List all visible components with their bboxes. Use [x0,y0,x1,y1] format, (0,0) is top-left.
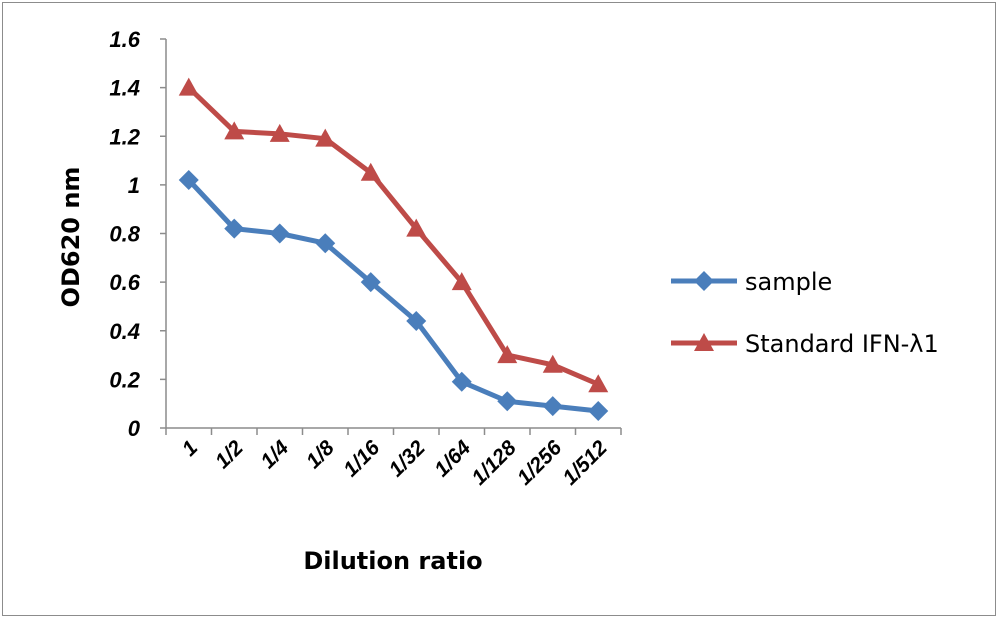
data-point [360,272,381,293]
y-tick-label: 0 [128,416,141,441]
axes [160,38,622,435]
data-point [224,121,245,140]
legend-marker [694,271,714,291]
data-point [315,233,336,254]
data-point [269,223,290,244]
x-tick-label: 1/2 [211,436,248,473]
x-tick-label: 1/128 [467,436,521,490]
data-point [178,170,199,191]
y-tick-label: 0.6 [109,270,140,295]
x-axis-title: Dilution ratio [303,547,482,575]
series-1 [178,170,609,421]
x-tick-label: 1/16 [339,436,384,481]
data-point [406,218,427,237]
data-point [360,162,381,181]
legend-item: sample [671,268,832,296]
x-tick-label: 1/256 [513,436,567,490]
y-tick-label: 0.8 [109,222,140,247]
y-tick-labels: 0 0.2 0.4 0.6 0.8 1 1.2 1.4 1.6 [109,27,140,441]
y-tick-label: 1.4 [109,76,140,101]
series-group [178,77,609,421]
series-2 [178,77,609,393]
data-point [542,396,563,417]
x-tick-label: 1 [178,436,203,461]
data-point [224,218,245,239]
x-tick-label: 1/8 [302,436,339,473]
y-tick-label: 1.2 [109,124,140,149]
data-point [269,123,290,142]
data-point [406,311,427,332]
data-point [451,371,472,392]
legend-marker [694,333,714,351]
y-axis-title: OD620 nm [57,167,85,308]
x-tick-label: 1/512 [558,436,612,490]
x-tick-label: 1/32 [385,436,430,481]
y-tick-label: 0.4 [109,319,140,344]
legend: sample Standard IFN-λ1 [671,268,939,358]
data-point [497,391,518,412]
y-tick-label: 1.6 [109,27,140,52]
line-chart: 00.20.40.60.811.21.41.6 1 1/2 1/4 1/8 1/16 1/… [57,27,939,575]
data-point [451,272,472,291]
y-tick-label: 0.2 [109,367,140,392]
legend-label: Standard IFN-λ1 [745,330,939,358]
data-point [315,128,336,147]
data-point [178,77,199,96]
x-tick-label: 1/4 [256,436,293,473]
data-point [542,354,563,373]
y-tick-label: 1 [128,173,140,198]
legend-label: sample [745,268,832,296]
series-line [186,177,601,414]
series-line [186,85,601,387]
data-point [588,374,609,393]
data-point [588,400,609,421]
data-point [497,345,518,364]
legend-item: Standard IFN-λ1 [671,330,939,358]
